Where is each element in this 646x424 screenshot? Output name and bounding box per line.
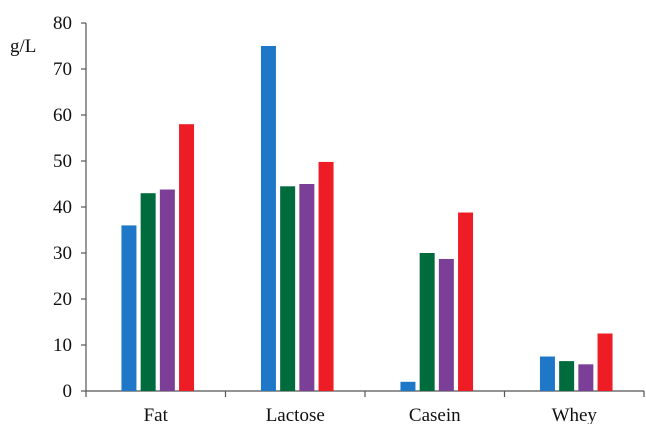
bar bbox=[121, 225, 137, 391]
bar bbox=[539, 356, 555, 391]
bar bbox=[597, 333, 613, 391]
y-tick-label: 0 bbox=[63, 381, 73, 402]
y-axis-unit-label: g/L bbox=[10, 36, 36, 57]
y-tick-label: 50 bbox=[53, 151, 72, 172]
bar bbox=[179, 124, 195, 391]
bar bbox=[438, 258, 454, 391]
y-tick-label: 30 bbox=[53, 243, 72, 264]
y-tick-label: 60 bbox=[53, 105, 72, 126]
bars bbox=[121, 46, 613, 391]
bar bbox=[578, 364, 594, 391]
bar bbox=[318, 161, 334, 391]
x-category-label: Whey bbox=[552, 405, 598, 424]
x-category-label: Casein bbox=[409, 405, 461, 424]
y-tick-label: 40 bbox=[53, 197, 72, 218]
bar bbox=[400, 381, 416, 391]
y-tick-label: 70 bbox=[53, 59, 72, 80]
bar bbox=[419, 253, 435, 391]
bar bbox=[280, 186, 296, 391]
y-tick-label: 10 bbox=[53, 335, 72, 356]
bar bbox=[299, 184, 315, 391]
y-axis-ticks: 0 10 20 30 40 50 60 70 80 bbox=[53, 13, 86, 402]
bar bbox=[458, 212, 474, 391]
y-tick-label: 20 bbox=[53, 289, 72, 310]
bar bbox=[260, 46, 276, 391]
x-axis-labels: Fat Lactose Casein Whey bbox=[85, 391, 645, 424]
x-category-label: Fat bbox=[144, 405, 169, 424]
bar bbox=[140, 193, 156, 391]
x-category-label: Lactose bbox=[266, 405, 325, 424]
y-tick-label: 80 bbox=[53, 13, 72, 34]
bar bbox=[559, 361, 575, 391]
bar bbox=[159, 189, 175, 391]
